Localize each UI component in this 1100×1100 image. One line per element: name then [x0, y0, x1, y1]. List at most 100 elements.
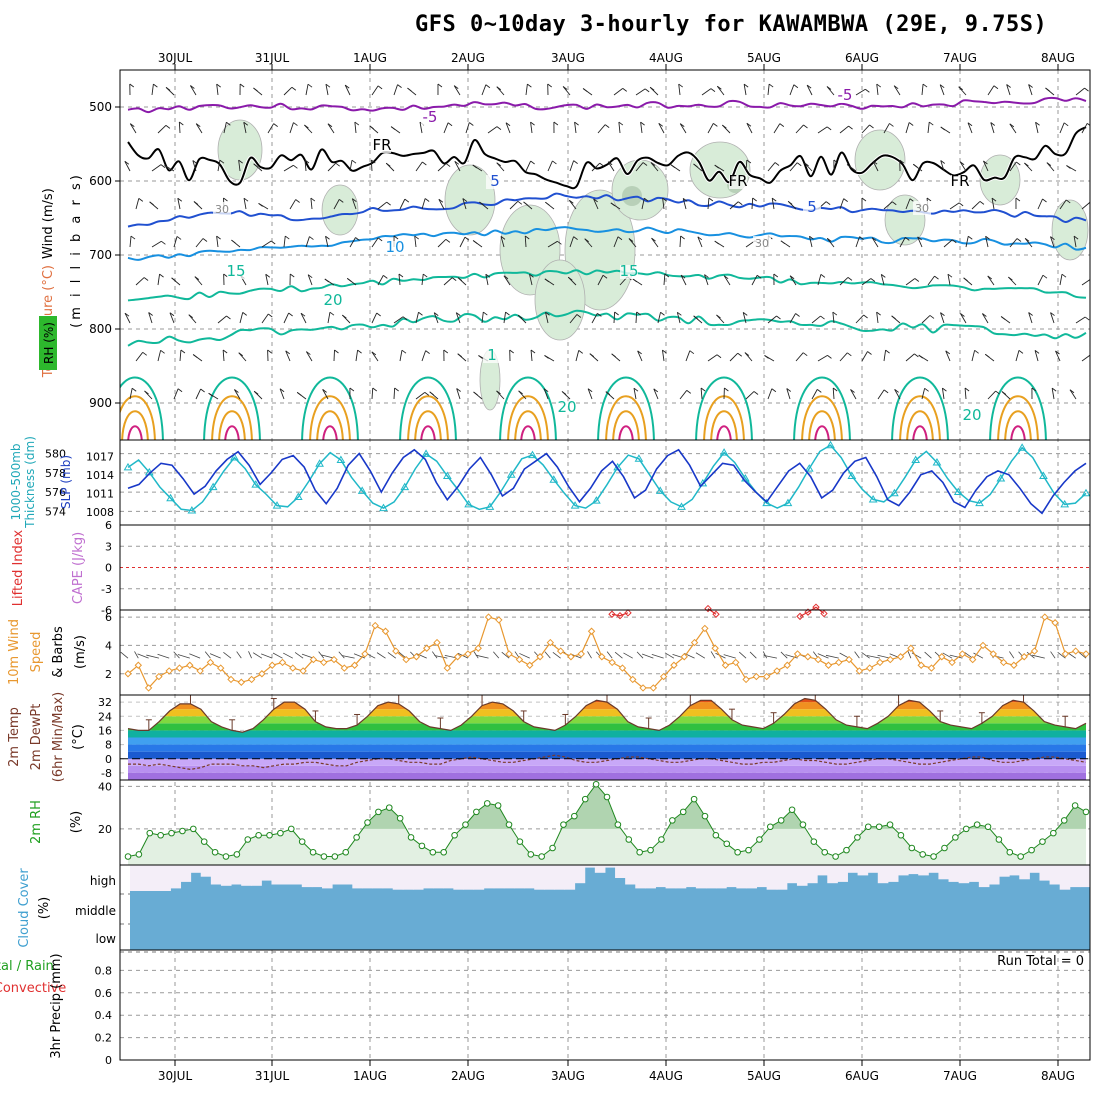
wind-barb-flag	[335, 162, 341, 167]
wind-barb	[680, 274, 687, 286]
2m-rh-point	[375, 808, 382, 816]
wind-barb	[285, 350, 291, 362]
wind-barb	[547, 240, 558, 248]
2m-rh-point	[549, 844, 556, 852]
precip-tick-label: 0.8	[95, 964, 113, 977]
contour-label-bg	[753, 236, 771, 250]
cape-ylabel: CAPE (J/kg)	[71, 532, 86, 604]
slp-point	[1017, 443, 1027, 451]
wind-barb-flag	[544, 278, 550, 283]
wind-barb-flag	[429, 391, 434, 396]
wind-barb	[657, 312, 661, 324]
2m-rh-point	[462, 821, 469, 828]
wind-barb	[927, 122, 930, 134]
wind-barb	[716, 85, 725, 96]
wind-barb	[839, 277, 849, 286]
li-line	[707, 608, 717, 615]
wind-barb-flag	[383, 275, 388, 279]
2m-rh-point	[897, 831, 905, 839]
wind-barb-flag	[963, 277, 968, 282]
wind-barb-flag	[737, 201, 743, 206]
10m-wind-point	[433, 638, 441, 647]
10m-wind-point	[423, 644, 431, 652]
wind-barb	[685, 350, 691, 362]
warm-contour	[316, 410, 344, 440]
wind-barb-flag	[985, 353, 990, 358]
high-cloud-gap	[261, 865, 272, 881]
10m-wind-barb	[189, 653, 201, 659]
wind-barb-flag	[795, 313, 800, 317]
10m-wind-point	[907, 644, 915, 652]
2m-rh-point	[734, 848, 741, 856]
wind-barb	[307, 274, 313, 286]
precip-ylabel-a: Total / Rain Convective	[0, 959, 66, 996]
high-cloud-gap	[554, 865, 566, 890]
warm-contour	[891, 376, 949, 440]
cloud-ylabel: Cloud Cover (%)	[17, 868, 52, 948]
10m-wind-barb	[1032, 654, 1045, 659]
wind-barb	[618, 122, 621, 134]
wind-barb	[129, 388, 133, 400]
2m-rh-point	[1050, 829, 1057, 837]
wind-barb-flag	[324, 278, 330, 283]
2m-rh-point	[135, 851, 143, 858]
2m-rh-point	[1028, 846, 1035, 854]
contour-label-bg	[213, 202, 231, 216]
10m-wind-point	[309, 655, 318, 664]
wind-barb	[678, 84, 681, 96]
wind-barb-flag	[253, 163, 258, 168]
wind-barb-flag	[664, 273, 670, 278]
wind-barb	[1009, 161, 1017, 172]
wind-barb-flag	[164, 165, 169, 169]
wind-barb-flag	[908, 122, 914, 126]
temp-band	[128, 723, 1086, 731]
rh-area	[564, 189, 636, 311]
wind-barb	[393, 84, 398, 96]
rh-swatch	[39, 316, 57, 370]
2m-rh-point	[810, 838, 818, 845]
wind-barb	[525, 84, 528, 96]
wind-barb-flag	[826, 237, 832, 242]
wind-barb	[587, 388, 593, 400]
wind-barb	[135, 352, 144, 362]
slp-tick-label: 1017	[86, 450, 114, 463]
li-point	[804, 608, 812, 616]
wind-barb-flag	[1008, 276, 1013, 281]
high-cloud-gap	[988, 865, 1000, 885]
wind-barb	[547, 160, 553, 172]
isotherm-15	[127, 269, 1087, 302]
wind-barb-flag	[967, 122, 973, 127]
wind-barb-flag	[414, 235, 419, 240]
wind-barb-flag	[124, 160, 130, 165]
wind-barb-flag	[939, 84, 945, 89]
wind-barb-flag	[889, 123, 894, 127]
wind-barb	[349, 160, 353, 172]
10m-wind-barb	[866, 655, 881, 659]
slp-point	[187, 506, 197, 514]
wind-barb-flag	[796, 162, 802, 167]
wind-barb	[305, 236, 310, 248]
wind-barb-flag	[179, 121, 184, 126]
label-total-rain: Total / Rain	[0, 959, 54, 974]
wind-barb-flag	[425, 350, 430, 354]
wind-barb-flag	[573, 160, 578, 164]
wind-barb-flag	[377, 85, 383, 90]
10m-wind-point	[835, 658, 843, 667]
precip-tick-label: 0	[105, 1054, 112, 1067]
temp-band	[128, 698, 1086, 703]
wind-tick-label: 6	[105, 611, 112, 624]
warm-contour	[224, 425, 240, 440]
wind-barb	[679, 123, 687, 134]
wind-barb-flag	[952, 239, 957, 244]
wind-barb	[1024, 238, 1033, 248]
contour-label: -5	[838, 86, 853, 104]
10m-wind-barb	[501, 651, 510, 659]
10m-wind-point	[917, 661, 925, 669]
high-cloud-gap	[817, 865, 828, 876]
wind-barb-flag	[142, 351, 148, 356]
10m-wind-point	[680, 653, 688, 661]
isotherm-20	[127, 309, 1087, 347]
warm-contour	[414, 410, 442, 440]
high-cloud-gap	[908, 865, 919, 875]
wind-barb-flag	[523, 201, 528, 206]
